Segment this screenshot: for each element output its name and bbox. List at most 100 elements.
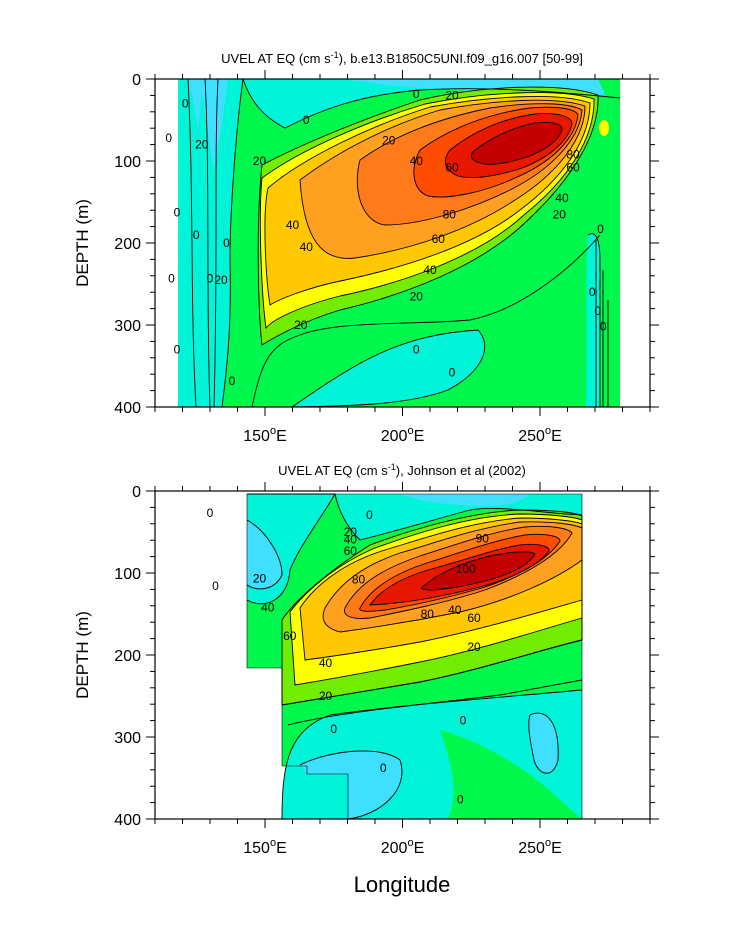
contour-label: 80 — [421, 607, 435, 621]
panel1-contour-line — [187, 79, 197, 407]
contour-label: 0 — [303, 113, 310, 127]
contour-label: 20 — [344, 525, 358, 539]
contour-label: 60 — [283, 629, 297, 643]
contour-label: 80 — [352, 573, 366, 587]
panel2-band — [421, 551, 535, 590]
contour-label: 20 — [410, 289, 424, 303]
x-tick-label: 200oE — [381, 837, 425, 857]
contour-label: 40 — [423, 263, 437, 277]
panel1-east-surface — [598, 79, 620, 130]
y-tick-label: 400 — [114, 812, 141, 829]
panel2-contour-line — [281, 639, 583, 706]
contour-label: 0 — [207, 506, 214, 520]
contour-label: 20 — [195, 138, 209, 152]
panel1-contour-lines — [187, 79, 621, 407]
contour-label: 0 — [182, 97, 189, 111]
contour-label: 0 — [457, 792, 464, 806]
panel1-contour-line — [264, 96, 591, 306]
contour-label: 90 — [476, 532, 490, 546]
y-tick-label: 300 — [114, 318, 141, 335]
panel2-contour-line — [246, 493, 336, 605]
x-axis-label: Longitude — [354, 872, 451, 897]
contour-label: 0 — [330, 722, 337, 736]
contour-label: 20 — [253, 572, 267, 586]
panel1-contour-line — [213, 79, 219, 407]
panel1-ticks — [146, 70, 659, 416]
contour-label: 0 — [449, 366, 456, 380]
x-tick-label: 250oE — [518, 837, 562, 857]
panel1-contour-line — [444, 113, 573, 178]
y-tick-label: 100 — [114, 154, 141, 171]
panel2-contour-fill — [247, 494, 582, 819]
panel2-contour-line — [334, 493, 583, 541]
panel1-contour-line — [257, 86, 599, 346]
panel1-east-blob — [599, 120, 609, 136]
panel2-deep-negative — [300, 750, 402, 819]
x-tick-label: 200oE — [381, 425, 425, 445]
panel1-west-negative — [188, 79, 228, 170]
panel1-band — [471, 122, 563, 165]
contour-label: 0 — [223, 236, 230, 250]
contour-label: 40 — [261, 600, 275, 614]
contour-label: 100 — [456, 562, 476, 576]
panel2-contour-line — [287, 679, 583, 726]
panel1-contour-line — [242, 79, 621, 129]
panel1-contour-line — [291, 329, 486, 407]
contour-label: 20 — [253, 154, 267, 168]
contour-label: 0 — [413, 87, 420, 101]
panel2-contour-line — [289, 513, 583, 686]
panel1-title: UVEL AT EQ (cm s-1), b.e13.B1850C5UNI.f0… — [221, 50, 583, 66]
contour-label: 60 — [467, 611, 481, 625]
contour-label: 0 — [207, 271, 214, 285]
panel2-y-axis-label: DEPTH (m) — [73, 611, 92, 699]
contour-label: 40 — [410, 154, 424, 168]
panel2-surface-neutral — [335, 494, 582, 540]
contour-label: 0 — [366, 508, 373, 522]
contour-label: 60 — [344, 544, 358, 558]
panel2-y-tick-labels: 0 100 200 300 400 — [114, 484, 141, 829]
contour-label: 0 — [460, 714, 467, 728]
contour-label: 0 — [589, 285, 596, 299]
panel1-contour-line — [413, 106, 579, 198]
y-tick-label: 200 — [114, 236, 141, 253]
contour-label: 40 — [344, 532, 358, 546]
contour-label: 60 — [566, 161, 580, 175]
panel2-contour-line — [421, 551, 536, 591]
x-tick-label: 250oE — [518, 425, 562, 445]
contour-label: 20 — [319, 689, 333, 703]
panel2-contour-line — [528, 712, 559, 774]
panel2-contour-lines — [246, 493, 583, 819]
contour-label: 20 — [382, 134, 396, 148]
panel2-contour-line — [359, 533, 561, 612]
panel1-east-neutral — [586, 233, 600, 407]
contour-label: 20 — [467, 640, 481, 654]
panel1-contour-line — [251, 234, 601, 407]
contour-label: 0 — [165, 131, 172, 145]
panel1-y-tick-labels: 0 100 200 300 400 — [114, 72, 141, 417]
panel2-east-negative — [528, 713, 559, 774]
panel2-x-tick-labels: 150oE 200oE 250oE — [243, 837, 562, 857]
contour-label: 0 — [229, 374, 236, 388]
panel2-contour-line — [246, 519, 283, 590]
contour-label: 20 — [294, 318, 308, 332]
panel1-contour-line — [299, 99, 586, 259]
contour-label: 40 — [555, 191, 569, 205]
contour-label: 0 — [600, 320, 607, 334]
contour-label: 20 — [214, 273, 228, 287]
contour-label: 40 — [300, 240, 314, 254]
contour-label: 40 — [286, 218, 300, 232]
contour-label: 20 — [445, 88, 459, 102]
panel1-west-neutral — [178, 79, 243, 407]
contour-label: 0 — [193, 228, 200, 242]
panel2-contour-line — [299, 750, 403, 819]
panel2-surface-negative — [400, 494, 530, 507]
contour-label: 0 — [597, 222, 604, 236]
panel1-contour-line — [356, 103, 583, 226]
contour-label: 40 — [319, 656, 333, 670]
y-tick-label: 0 — [132, 72, 141, 89]
panel1-contour-line — [259, 92, 595, 330]
contour-label: 0 — [212, 579, 219, 593]
panel1-contour-fill — [178, 79, 620, 407]
